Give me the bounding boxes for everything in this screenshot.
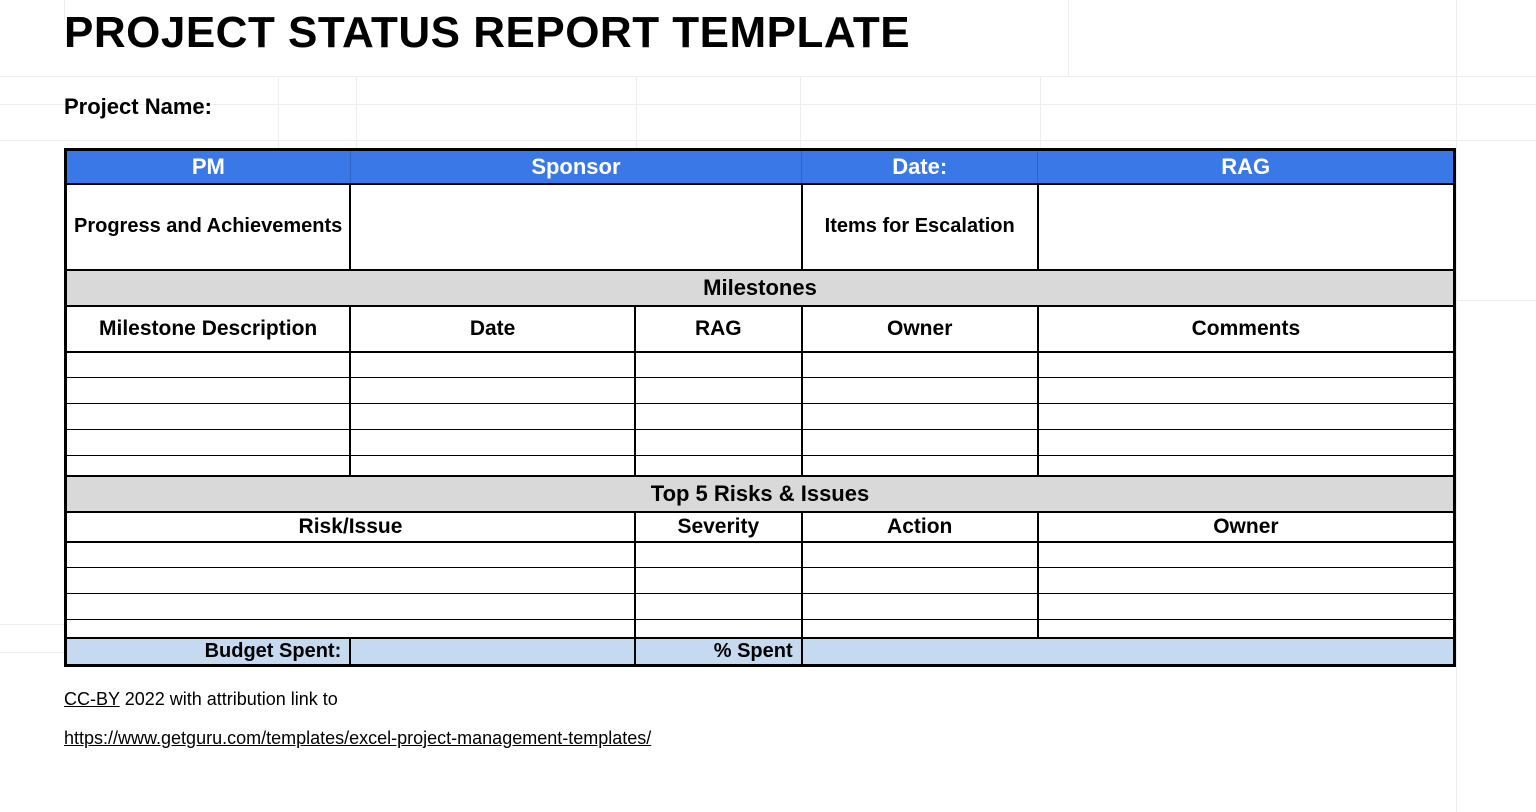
milestone-row[interactable] bbox=[66, 456, 1455, 476]
escalation-label: Items for Escalation bbox=[802, 184, 1038, 270]
milestone-row[interactable] bbox=[66, 404, 1455, 430]
budget-pct-label: % Spent bbox=[635, 638, 802, 666]
header-rag: RAG bbox=[1038, 150, 1455, 184]
budget-row: Budget Spent: % Spent bbox=[66, 638, 1455, 666]
milestone-col-date: Date bbox=[350, 306, 635, 352]
risk-col-riskissue: Risk/Issue bbox=[66, 512, 635, 542]
header-row: PM Sponsor Date: RAG bbox=[66, 150, 1455, 184]
budget-pct-value[interactable] bbox=[802, 638, 1455, 666]
milestone-col-description: Milestone Description bbox=[66, 306, 351, 352]
progress-escalation-row: Progress and Achievements Items for Esca… bbox=[66, 184, 1455, 270]
milestone-row[interactable] bbox=[66, 378, 1455, 404]
risks-columns-row: Risk/Issue Severity Action Owner bbox=[66, 512, 1455, 542]
milestone-row[interactable] bbox=[66, 352, 1455, 378]
budget-spent-value[interactable] bbox=[350, 638, 635, 666]
progress-label: Progress and Achievements bbox=[66, 184, 351, 270]
milestones-columns-row: Milestone Description Date RAG Owner Com… bbox=[66, 306, 1455, 352]
risk-col-severity: Severity bbox=[635, 512, 802, 542]
footer-attribution-link[interactable]: https://www.getguru.com/templates/excel-… bbox=[64, 728, 651, 748]
risks-section-label: Top 5 Risks & Issues bbox=[66, 476, 1455, 512]
footer-ccby-link[interactable]: CC-BY bbox=[64, 689, 120, 709]
escalation-value-cell[interactable] bbox=[1038, 184, 1455, 270]
risk-row[interactable] bbox=[66, 620, 1455, 638]
header-pm: PM bbox=[66, 150, 351, 184]
risk-row[interactable] bbox=[66, 542, 1455, 568]
risk-col-owner: Owner bbox=[1038, 512, 1455, 542]
risk-row[interactable] bbox=[66, 568, 1455, 594]
milestone-col-comments: Comments bbox=[1038, 306, 1455, 352]
spreadsheet-canvas: PROJECT STATUS REPORT TEMPLATE Project N… bbox=[0, 0, 1536, 812]
budget-spent-label: Budget Spent: bbox=[66, 638, 351, 666]
header-sponsor: Sponsor bbox=[350, 150, 801, 184]
status-report-table: PM Sponsor Date: RAG Progress and Achiev… bbox=[64, 148, 1456, 667]
footer-ccby-tail: 2022 with attribution link to bbox=[120, 689, 338, 709]
risk-row[interactable] bbox=[66, 594, 1455, 620]
milestone-col-owner: Owner bbox=[802, 306, 1038, 352]
risk-col-action: Action bbox=[802, 512, 1038, 542]
milestone-row[interactable] bbox=[66, 430, 1455, 456]
progress-value-cell[interactable] bbox=[350, 184, 801, 270]
page-title: PROJECT STATUS REPORT TEMPLATE bbox=[64, 8, 1456, 58]
footer: CC-BY 2022 with attribution link to http… bbox=[64, 689, 1456, 749]
risks-section-header: Top 5 Risks & Issues bbox=[66, 476, 1455, 512]
header-date: Date: bbox=[802, 150, 1038, 184]
project-name-label: Project Name: bbox=[64, 94, 1456, 120]
milestone-col-rag: RAG bbox=[635, 306, 802, 352]
milestones-section-label: Milestones bbox=[66, 270, 1455, 306]
milestones-section-header: Milestones bbox=[66, 270, 1455, 306]
